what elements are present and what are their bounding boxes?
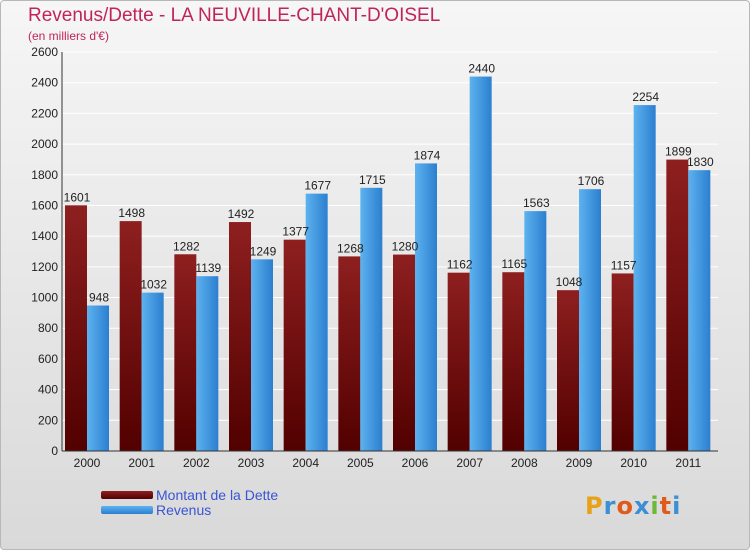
bar-revenus bbox=[305, 193, 328, 451]
data-label: 1249 bbox=[250, 244, 277, 258]
bar-debt bbox=[338, 256, 361, 451]
bar-revenus bbox=[251, 259, 273, 451]
data-label: 1165 bbox=[501, 257, 527, 271]
logo-letter: o bbox=[616, 492, 634, 520]
y-tick-label: 200 bbox=[38, 413, 58, 427]
data-label: 1498 bbox=[118, 206, 145, 220]
data-label: 1830 bbox=[687, 155, 714, 169]
bar-debt bbox=[229, 222, 251, 451]
data-label: 948 bbox=[89, 291, 109, 305]
legend-label-revenus: Revenus bbox=[156, 502, 212, 518]
bar-debt bbox=[65, 205, 87, 451]
data-label: 1492 bbox=[228, 207, 255, 221]
x-tick-label: 2004 bbox=[292, 456, 319, 470]
x-tick-label: 2001 bbox=[128, 456, 155, 470]
bar-revenus bbox=[579, 189, 601, 451]
logo-letter: r bbox=[603, 492, 617, 520]
logo-letter: x bbox=[633, 492, 651, 520]
y-tick-label: 1600 bbox=[31, 198, 58, 212]
data-label: 2254 bbox=[632, 90, 659, 104]
y-tick-label: 1400 bbox=[31, 229, 58, 243]
y-tick-label: 600 bbox=[38, 352, 58, 366]
x-tick-label: 2005 bbox=[347, 456, 374, 470]
data-label: 1157 bbox=[611, 258, 637, 272]
x-tick-label: 2007 bbox=[456, 456, 483, 470]
data-label: 1899 bbox=[665, 145, 692, 159]
y-tick-label: 2600 bbox=[31, 45, 58, 59]
legend-item-debt: Montant de la Dette bbox=[101, 487, 278, 503]
data-label: 2440 bbox=[468, 62, 495, 76]
y-tick-label: 2200 bbox=[31, 106, 58, 120]
y-tick-label: 0 bbox=[51, 444, 58, 458]
logo-letter: i bbox=[650, 492, 660, 520]
bar-revenus bbox=[87, 305, 109, 451]
y-tick-label: 400 bbox=[38, 383, 58, 397]
x-tick-label: 2010 bbox=[620, 456, 647, 470]
data-label: 1139 bbox=[195, 261, 221, 275]
bar-revenus bbox=[415, 163, 437, 451]
bar-debt bbox=[174, 254, 197, 451]
legend-item-revenus: Revenus bbox=[101, 502, 211, 518]
bar-revenus bbox=[633, 105, 656, 452]
x-tick-label: 2009 bbox=[566, 456, 593, 470]
bar-revenus bbox=[360, 187, 383, 451]
bar-debt bbox=[447, 272, 470, 451]
data-label: 1280 bbox=[392, 240, 419, 254]
data-label: 1601 bbox=[64, 190, 91, 204]
chart-subtitle: (en milliers d'€) bbox=[28, 29, 109, 43]
data-label: 1377 bbox=[282, 225, 309, 239]
bar-revenus bbox=[469, 76, 492, 452]
logo-letter: P bbox=[585, 492, 604, 520]
chart-title: Revenus/Dette - LA NEUVILLE-CHANT-D'OISE… bbox=[28, 5, 441, 26]
x-tick-label: 2011 bbox=[675, 456, 701, 470]
bar-debt bbox=[119, 221, 142, 451]
proxiti-logo: Proxiti bbox=[585, 492, 681, 520]
data-label: 1874 bbox=[414, 148, 441, 162]
y-tick-label: 2400 bbox=[31, 76, 58, 90]
data-label: 1048 bbox=[556, 275, 583, 289]
bar-debt bbox=[393, 254, 415, 451]
x-tick-label: 2006 bbox=[402, 456, 429, 470]
x-tick-label: 2000 bbox=[74, 456, 101, 470]
bar-revenus bbox=[196, 276, 219, 451]
bar-debt bbox=[611, 273, 634, 451]
x-tick-label: 2002 bbox=[183, 456, 210, 470]
data-label: 1706 bbox=[578, 174, 605, 188]
data-label: 1563 bbox=[523, 196, 550, 210]
data-label: 1282 bbox=[173, 239, 200, 253]
logo-letter: t bbox=[659, 492, 673, 520]
y-tick-label: 1800 bbox=[31, 168, 58, 182]
y-tick-label: 800 bbox=[38, 321, 58, 335]
bar-debt bbox=[557, 290, 579, 451]
bar-revenus bbox=[524, 211, 547, 451]
data-label: 1162 bbox=[447, 258, 473, 272]
y-tick-label: 1200 bbox=[31, 260, 58, 274]
x-tick-label: 2003 bbox=[238, 456, 265, 470]
data-label: 1032 bbox=[140, 278, 167, 292]
bar-debt bbox=[502, 272, 525, 451]
bar-revenus bbox=[141, 292, 164, 451]
legend-label-debt: Montant de la Dette bbox=[156, 487, 279, 503]
x-tick-label: 2008 bbox=[511, 456, 538, 470]
bar-debt bbox=[666, 159, 689, 451]
legend-swatch-debt bbox=[101, 491, 153, 499]
bar-debt bbox=[283, 239, 306, 451]
data-label: 1715 bbox=[359, 173, 386, 187]
legend-swatch-revenus bbox=[101, 506, 153, 514]
bar-revenus bbox=[688, 170, 711, 451]
logo-letter: i bbox=[672, 492, 682, 520]
data-label: 1268 bbox=[337, 241, 364, 255]
data-label: 1677 bbox=[304, 179, 331, 193]
y-tick-label: 2000 bbox=[31, 137, 58, 151]
y-tick-label: 1000 bbox=[31, 291, 58, 305]
